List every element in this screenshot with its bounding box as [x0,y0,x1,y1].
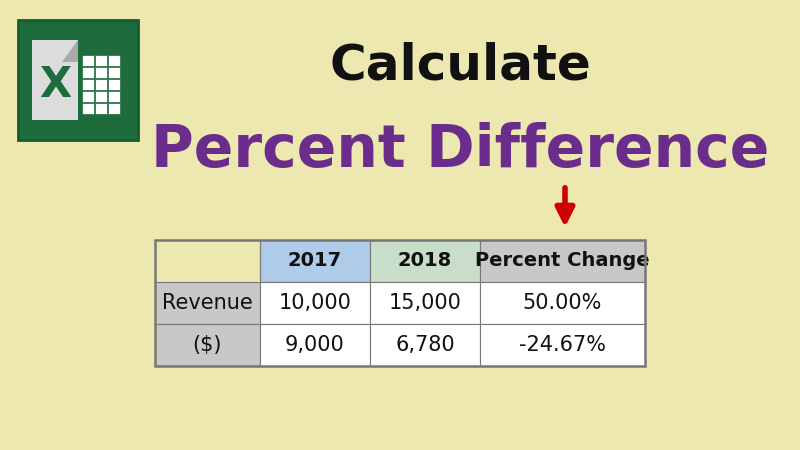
Bar [155,240,645,366]
Bar [95,91,107,102]
Text: -24.67%: -24.67% [519,335,606,355]
Bar [95,67,107,78]
Text: Revenue: Revenue [162,293,253,313]
Bar [260,282,370,324]
Bar [18,20,138,140]
Bar [108,79,120,90]
Bar [480,282,645,324]
Bar [480,324,645,366]
Bar [155,240,260,282]
Bar [260,240,370,282]
Text: 15,000: 15,000 [389,293,462,313]
Polygon shape [62,40,78,62]
Text: 9,000: 9,000 [285,335,345,355]
Bar [108,91,120,102]
Bar [95,55,107,66]
Bar [155,324,260,366]
Bar [155,282,260,324]
Bar [108,103,120,114]
Bar [108,55,120,66]
Text: 6,780: 6,780 [395,335,455,355]
Text: Percent Change: Percent Change [475,252,650,270]
Text: X: X [39,64,71,106]
Bar [82,79,94,90]
Text: Calculate: Calculate [329,41,591,89]
Bar [108,67,120,78]
Bar [82,55,94,66]
Text: 50.00%: 50.00% [523,293,602,313]
Text: Percent Difference: Percent Difference [151,122,769,179]
Bar [370,324,480,366]
Bar [82,91,94,102]
Polygon shape [32,40,78,120]
Bar [82,67,94,78]
Bar [82,103,94,114]
Bar [370,240,480,282]
Bar [95,79,107,90]
Bar [480,240,645,282]
Bar [260,324,370,366]
Text: 10,000: 10,000 [278,293,351,313]
Text: ($): ($) [193,335,222,355]
Bar [370,282,480,324]
Text: 2017: 2017 [288,252,342,270]
Text: 2018: 2018 [398,252,452,270]
Bar [95,103,107,114]
